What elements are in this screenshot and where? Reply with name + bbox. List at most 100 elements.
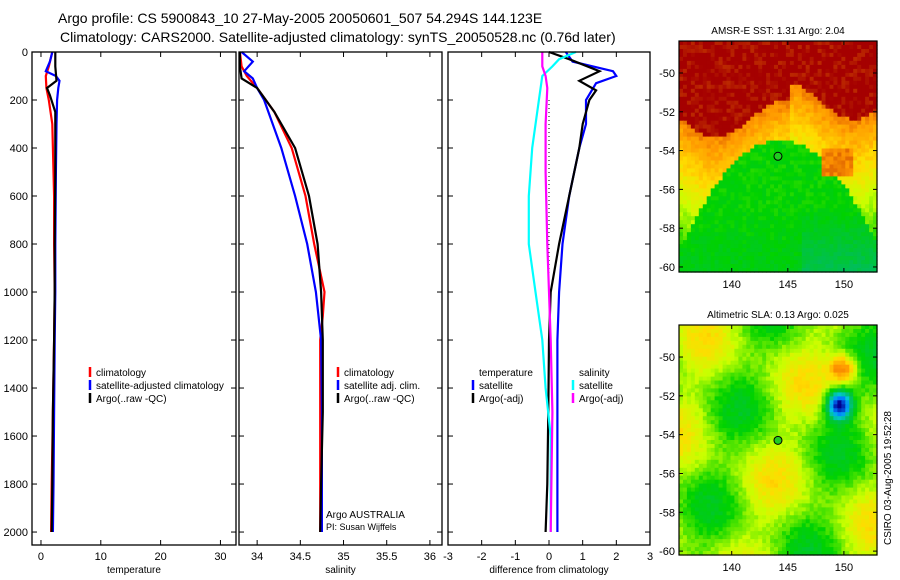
map-cell [837,168,842,173]
map-cell [686,156,692,162]
map-cell [714,392,720,397]
map-cell [738,340,743,346]
map-cell [861,408,866,413]
map-cell [869,188,874,193]
x-tick-label: 0 [38,551,44,563]
map-cell [837,156,842,162]
map-cell [766,60,771,66]
map-cell [869,192,874,197]
map-cell [730,212,736,217]
map-cell [683,459,688,465]
map-cell [742,220,747,225]
map-cell [762,52,767,58]
map-cell [710,80,716,86]
map-cell [774,348,779,354]
map-cell [770,45,775,50]
map-cell [683,208,688,213]
map-cell [738,344,743,350]
map-cell [694,45,700,50]
map-cell [865,392,870,397]
map-cell [774,116,779,122]
map-cell [758,228,763,233]
map-cell [793,408,799,413]
map-cell [817,396,823,401]
map-cell [730,56,736,62]
map-cell [782,60,787,66]
map-cell [861,132,866,138]
map-cell [805,447,811,453]
map-cell [718,467,724,473]
map-cell [789,364,795,370]
map-cell [782,467,787,473]
map-cell [698,112,704,118]
map-cell [797,172,803,177]
map-cell [778,459,783,465]
map-cell [683,240,688,245]
map-cell [714,447,720,453]
map-cell [770,400,775,405]
map-cell [825,463,831,469]
map-cell [817,216,823,221]
map-cell [825,200,831,205]
map-cell [734,224,739,229]
map-cell [837,104,842,110]
map-cell [849,220,854,225]
x-tick-label: 35 [337,551,349,563]
map-cell [873,408,878,413]
map-cell [746,45,751,50]
map-cell [801,188,807,193]
map-cell [785,116,791,122]
map-cell [861,88,866,94]
map-cell [742,140,747,146]
map-cell [789,92,795,98]
map-cell [754,128,759,134]
map-cell [865,196,870,201]
map-cell [762,116,767,122]
map-cell [679,180,684,185]
map-cell [865,352,870,358]
map-cell [821,196,827,201]
map-cell [857,112,862,118]
map-cell [730,204,736,209]
map-cell [738,444,743,449]
map-cell [853,256,858,261]
map-cell [813,348,819,354]
map-cell [801,364,807,370]
map-cell [738,392,743,397]
map-cell [683,252,688,257]
map-cell [782,45,787,50]
map-cell [785,348,791,354]
map-cell [738,352,743,358]
map-cell [809,348,815,354]
map-cell [789,436,795,441]
map-cell [845,64,850,70]
map-cell [706,148,712,154]
map-cell [845,428,850,433]
map-cell [809,444,815,449]
map-cell [849,329,854,334]
map-cell [793,168,799,173]
map-cell [857,396,862,401]
map-cell [690,372,696,378]
map-cell [679,325,684,330]
map-cell [841,80,846,86]
map-cell [817,428,823,433]
map-cell [738,148,743,154]
map-cell [734,360,739,366]
map-cell [758,196,763,201]
map-cell [758,176,763,181]
map-cell [738,260,743,265]
map-cell [805,252,811,257]
map-cell [829,200,835,205]
map-cell [706,80,712,86]
map-cell [778,96,783,102]
map-cell [857,400,862,405]
map-cell [722,356,728,362]
map-cell [782,376,787,382]
map-cell [845,45,850,50]
map-cell [730,440,736,445]
map-cell [837,467,842,473]
map-cell [722,176,728,181]
map-cell [770,52,775,58]
map-cell [714,156,720,162]
